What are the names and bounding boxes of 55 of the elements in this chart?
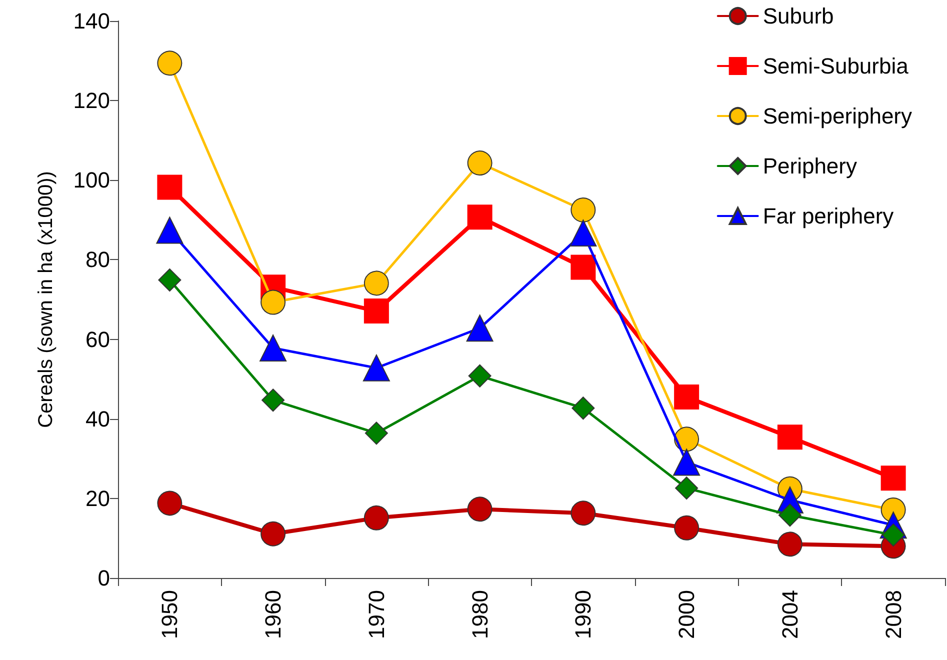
point [364, 505, 389, 530]
point [674, 384, 700, 410]
point [362, 354, 390, 382]
x-tick-label: 1960 [260, 590, 286, 639]
point [467, 496, 492, 522]
legend-label: Far periphery [762, 204, 894, 228]
point [157, 174, 182, 200]
point [364, 298, 389, 324]
point [777, 424, 802, 450]
y-tick-label: 100 [73, 168, 110, 193]
legend-label: Suburb [762, 4, 834, 28]
point [467, 150, 492, 176]
point [260, 334, 287, 362]
x-tick-label: 1990 [570, 590, 596, 639]
point [880, 466, 906, 491]
x-tick-label: 2004 [777, 590, 802, 639]
point [777, 532, 802, 557]
point [260, 290, 286, 315]
x-tick-label: 1950 [157, 590, 182, 639]
point [675, 476, 698, 500]
point [570, 220, 597, 247]
x-tick-label: 2000 [674, 590, 700, 639]
x-tick-label: 1980 [467, 590, 492, 639]
point [364, 422, 388, 445]
point [674, 515, 700, 540]
y-tick-label: 140 [73, 8, 110, 34]
y-tick-label: 120 [73, 88, 110, 114]
y-tick-label: 80 [86, 247, 110, 272]
point [262, 388, 285, 412]
point [157, 490, 182, 516]
x-tick-label: 2008 [880, 590, 906, 639]
point [364, 270, 389, 296]
point [572, 396, 595, 420]
point [570, 500, 596, 526]
y-tick-label: 0 [98, 566, 110, 590]
point [570, 197, 596, 222]
point [570, 254, 596, 280]
y-tick-label: 40 [86, 406, 110, 432]
point [467, 204, 492, 230]
legend-label: Semi-Suburbia [762, 54, 910, 78]
point [157, 50, 182, 76]
point [158, 268, 182, 292]
legend-label: Semi-periphery [762, 104, 912, 128]
x-tick-label: 1970 [364, 590, 389, 639]
point [468, 364, 492, 388]
point [466, 314, 494, 342]
y-tick-label: 20 [86, 486, 110, 511]
legend-label: Periphery [762, 154, 857, 178]
point [778, 504, 802, 527]
y-axis-title: Cereals (sown in ha (x1000)) [35, 171, 57, 428]
point [673, 448, 700, 476]
y-tick-label: 60 [86, 326, 110, 352]
point [156, 216, 184, 244]
point [674, 426, 700, 452]
point [260, 521, 286, 546]
